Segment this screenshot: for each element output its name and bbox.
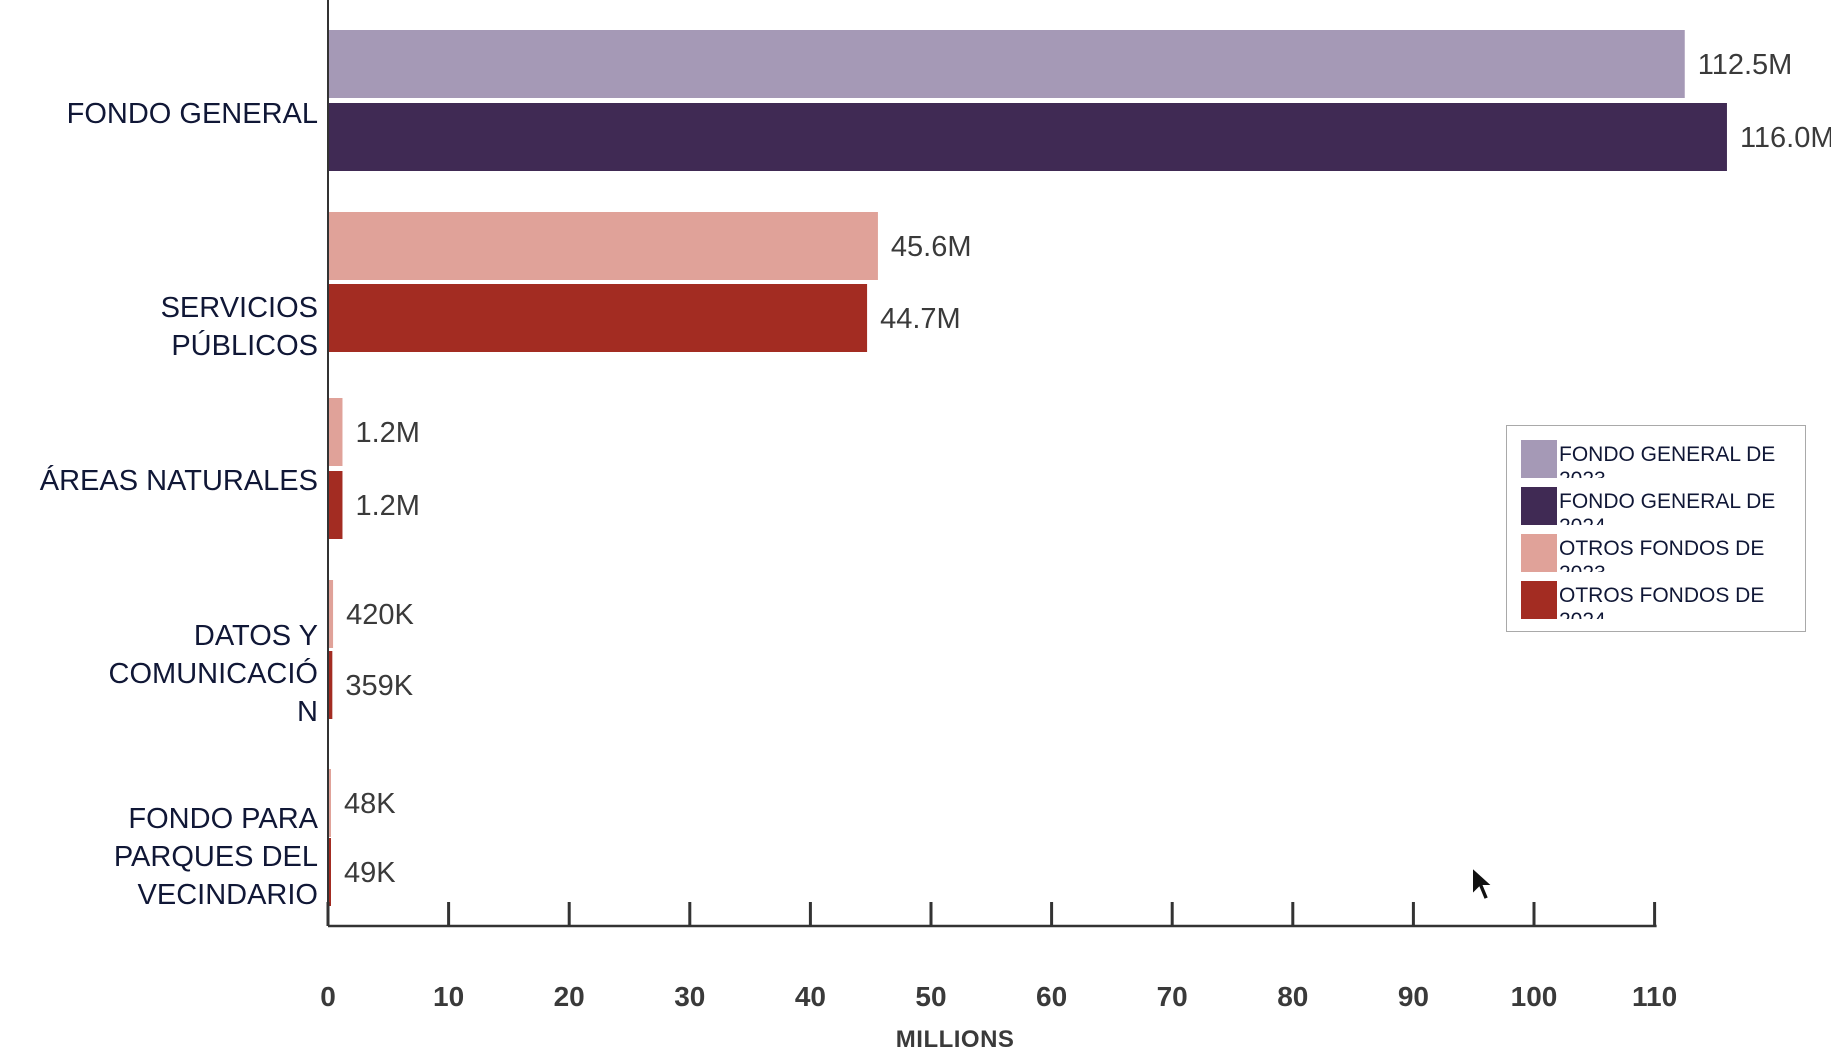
x-tick-label: 110 <box>1632 981 1677 1012</box>
category-label: VECINDARIO <box>138 879 318 911</box>
category-label: COMUNICACIÓ <box>109 657 318 690</box>
mouse-cursor-icon <box>1471 865 1496 902</box>
bar-value-label: 359K <box>345 670 413 702</box>
bar <box>328 769 331 837</box>
bar <box>328 212 878 280</box>
bar <box>328 398 343 466</box>
bar-value-label: 112.5M <box>1698 49 1793 81</box>
legend-item: FONDO GENERAL DE 2024 <box>1521 487 1801 525</box>
bar <box>328 580 334 648</box>
bar-value-label: 45.6M <box>891 231 972 263</box>
legend-label: FONDO GENERAL DE 2023 <box>1559 443 1776 478</box>
category-label: N <box>297 696 318 728</box>
legend-swatch <box>1521 534 1557 572</box>
legend-label: FONDO GENERAL DE 2024 <box>1559 490 1776 525</box>
legend-swatch <box>1521 487 1557 525</box>
bar <box>328 838 331 906</box>
bar-value-label: 420K <box>346 599 414 631</box>
legend-item: OTROS FONDOS DE 2024 <box>1521 581 1801 619</box>
legend-item: FONDO GENERAL DE 2023 <box>1521 440 1801 478</box>
legend-label: OTROS FONDOS DE 2023 <box>1559 537 1765 572</box>
legend-swatch <box>1521 581 1557 619</box>
x-tick-label: 90 <box>1398 981 1429 1012</box>
category-label: ÁREAS NATURALES <box>40 464 318 497</box>
bar-value-label: 116.0M <box>1740 122 1831 154</box>
category-labels: FONDO GENERAL SERVICIOS PÚBLICOS ÁREAS NATU… <box>40 98 319 911</box>
x-tick-label: 20 <box>554 981 585 1012</box>
bar-value-label: 49K <box>344 857 396 889</box>
bar-value-label: 1.2M <box>355 417 419 449</box>
category-label: SERVICIOS <box>161 292 318 324</box>
category-label: PÚBLICOS <box>171 329 318 362</box>
bar-value-label: 44.7M <box>880 303 961 335</box>
x-tick-label: 30 <box>674 981 705 1012</box>
x-axis: 0 10 20 30 40 50 60 70 80 90 100 110 MILLIONS <box>320 0 1677 1053</box>
bar <box>328 284 868 352</box>
legend-label: OTROS FONDOS DE 2024 <box>1559 584 1765 619</box>
bar <box>328 471 343 539</box>
category-label: DATOS Y <box>194 620 318 652</box>
x-tick-label: 60 <box>1036 981 1067 1012</box>
bar <box>328 103 1727 171</box>
bar-value-label: 1.2M <box>355 490 419 522</box>
x-tick-label: 40 <box>795 981 826 1012</box>
legend: FONDO GENERAL DE 2023 FONDO GENERAL DE 2… <box>1506 425 1806 632</box>
x-axis-title: MILLIONS <box>896 1026 1015 1053</box>
x-tick-label: 10 <box>433 981 464 1012</box>
category-label: FONDO GENERAL <box>67 98 318 130</box>
bar <box>328 651 333 719</box>
bars-layer: 112.5M 116.0M 45.6M 44.7M 1.2M 1.2M 420K 359K 48… <box>328 30 1831 906</box>
legend-item: OTROS FONDOS DE 2023 <box>1521 534 1801 572</box>
x-tick-label: 0 <box>320 981 336 1012</box>
legend-swatch <box>1521 440 1557 478</box>
x-tick-label: 80 <box>1277 981 1308 1012</box>
x-tick-label: 100 <box>1511 981 1558 1012</box>
bar-value-label: 48K <box>344 788 396 820</box>
x-tick-label: 50 <box>915 981 946 1012</box>
category-label: FONDO PARA <box>128 803 318 835</box>
bar <box>328 30 1685 98</box>
x-tick-label: 70 <box>1157 981 1188 1012</box>
category-label: PARQUES DEL <box>114 841 318 873</box>
